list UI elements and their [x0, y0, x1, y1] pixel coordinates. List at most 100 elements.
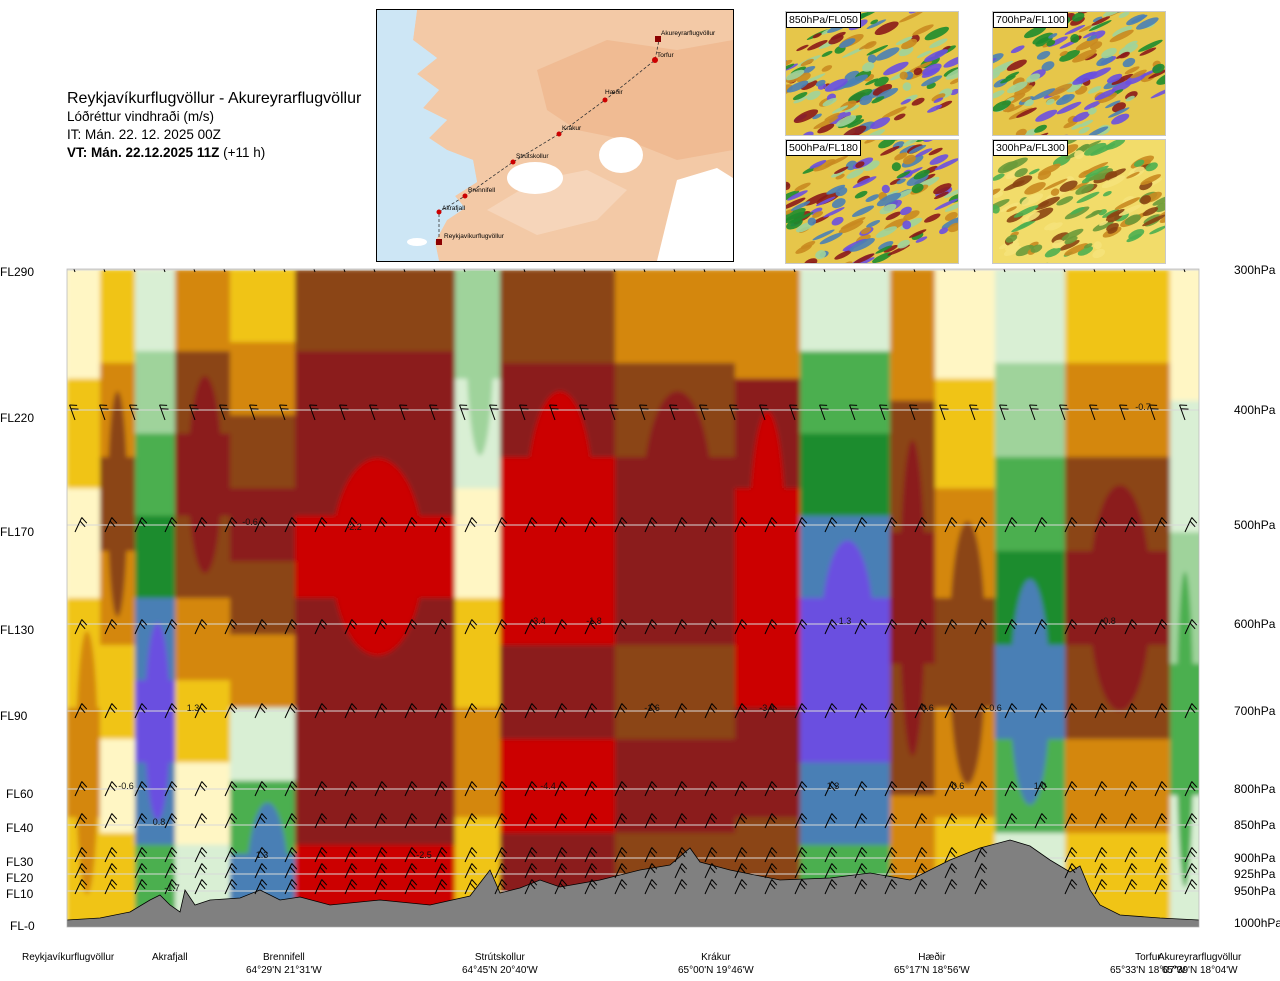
barb-staff: [164, 781, 173, 797]
barb-flag: [649, 706, 656, 714]
wind-barb: [644, 813, 658, 829]
inset-blob: [1026, 73, 1041, 83]
inset-blob: [1109, 29, 1134, 43]
barb-flag: [499, 706, 506, 714]
barb-flag: [441, 813, 448, 820]
wind-barb: [734, 703, 748, 719]
inset-blob: [842, 125, 867, 135]
barb-flag: [531, 863, 538, 870]
barb-staff: [854, 863, 863, 879]
wind-barb: [404, 703, 418, 719]
barb-flag: [771, 813, 778, 820]
barb-flag: [231, 703, 238, 710]
inset-850[interactable]: 850hPa/FL050: [785, 11, 959, 136]
field-core: [144, 622, 171, 821]
wind-barb: [404, 847, 418, 863]
wind-barb: [1064, 847, 1078, 863]
barb-flag: [409, 866, 416, 874]
wind-barb: [584, 781, 598, 797]
wind-barb: [1184, 879, 1198, 895]
barb-flag: [1161, 517, 1168, 524]
barb-staff: [74, 863, 83, 879]
wind-barb: [764, 863, 778, 879]
barb-staff: [1154, 847, 1163, 863]
barb-staff: [704, 781, 713, 797]
barb-flag: [289, 520, 296, 528]
inset-blob: [1056, 196, 1074, 206]
barb-staff: [854, 781, 863, 797]
barb-staff: [399, 269, 406, 273]
barb-flag: [1071, 781, 1078, 788]
barb-flag: [190, 408, 199, 410]
wind-barb: [224, 863, 238, 879]
inset-500-label: 500hPa/FL180: [786, 140, 861, 156]
wind-barb: [1179, 404, 1189, 421]
wind-barb: [164, 703, 178, 719]
route-map-svg: Akureyrarflugvöllur Torfur Hæðir Krákur …: [377, 10, 733, 261]
wind-barb: [884, 863, 898, 879]
field-core: [1176, 571, 1194, 888]
wind-barb: [939, 269, 946, 273]
barb-flag: [1091, 258, 1099, 263]
barb-flag: [609, 404, 618, 406]
wind-barb: [1154, 813, 1168, 829]
wind-barb: [639, 404, 649, 421]
wind-barb: [854, 619, 868, 635]
inset-700[interactable]: 700hPa/FL100: [992, 11, 1166, 136]
waypoint-marker: [556, 131, 562, 137]
barb-flag: [321, 847, 328, 854]
field-core: [1089, 485, 1151, 711]
inset-blob: [821, 65, 833, 72]
inset-blob: [902, 140, 919, 147]
value-annotation: 1.3: [839, 616, 852, 626]
barb-flag: [820, 408, 829, 410]
barb-staff: [219, 269, 226, 273]
inset-blob: [913, 67, 923, 76]
inset-blob: [1075, 38, 1099, 51]
inset-blob: [883, 61, 909, 76]
barb-staff: [644, 703, 653, 719]
wind-barb: [224, 517, 238, 533]
barb-flag: [70, 408, 79, 410]
barb-flag: [259, 706, 266, 714]
inset-blob: [1051, 232, 1070, 244]
field-cell: [500, 739, 626, 835]
barb-flag: [1090, 255, 1098, 260]
barb-flag: [651, 863, 658, 870]
barb-staff: [854, 847, 863, 863]
wind-barb: [309, 269, 316, 273]
barb-flag: [619, 850, 626, 858]
wind-barb: [849, 269, 856, 273]
barb-flag: [1071, 517, 1078, 524]
map-label-akureyri: Akureyrarflugvöllur: [661, 30, 716, 37]
barb-staff: [584, 517, 593, 533]
inset-blob: [862, 62, 875, 72]
barb-flag: [280, 255, 288, 260]
barb-staff: [104, 847, 113, 863]
barb-flag: [289, 706, 296, 714]
wind-barb: [1004, 619, 1018, 635]
barb-staff: [404, 863, 413, 879]
field-core: [949, 521, 986, 785]
barb-flag: [589, 816, 596, 824]
field-cell: [295, 351, 466, 436]
barb-flag: [619, 866, 626, 874]
barb-staff: [314, 517, 323, 533]
inset-blob: [786, 218, 803, 230]
barb-staff: [189, 269, 196, 273]
barb-flag: [1041, 703, 1048, 710]
station-name: Reykjavíkurflugvöllur: [22, 952, 115, 963]
barb-flag: [1099, 816, 1106, 824]
barb-flag: [681, 879, 688, 886]
inset-300[interactable]: 300hPa/FL300: [992, 139, 1166, 264]
barb-flag: [771, 879, 778, 886]
wind-barb: [464, 703, 478, 719]
inset-500[interactable]: 500hPa/FL180: [785, 139, 959, 264]
barb-flag: [741, 781, 748, 788]
barb-flag: [591, 813, 598, 820]
wind-barb: [254, 517, 268, 533]
inset-blob: [933, 183, 952, 195]
barb-flag: [201, 847, 208, 854]
wind-barb: [494, 813, 508, 829]
barb-flag: [1161, 781, 1168, 788]
